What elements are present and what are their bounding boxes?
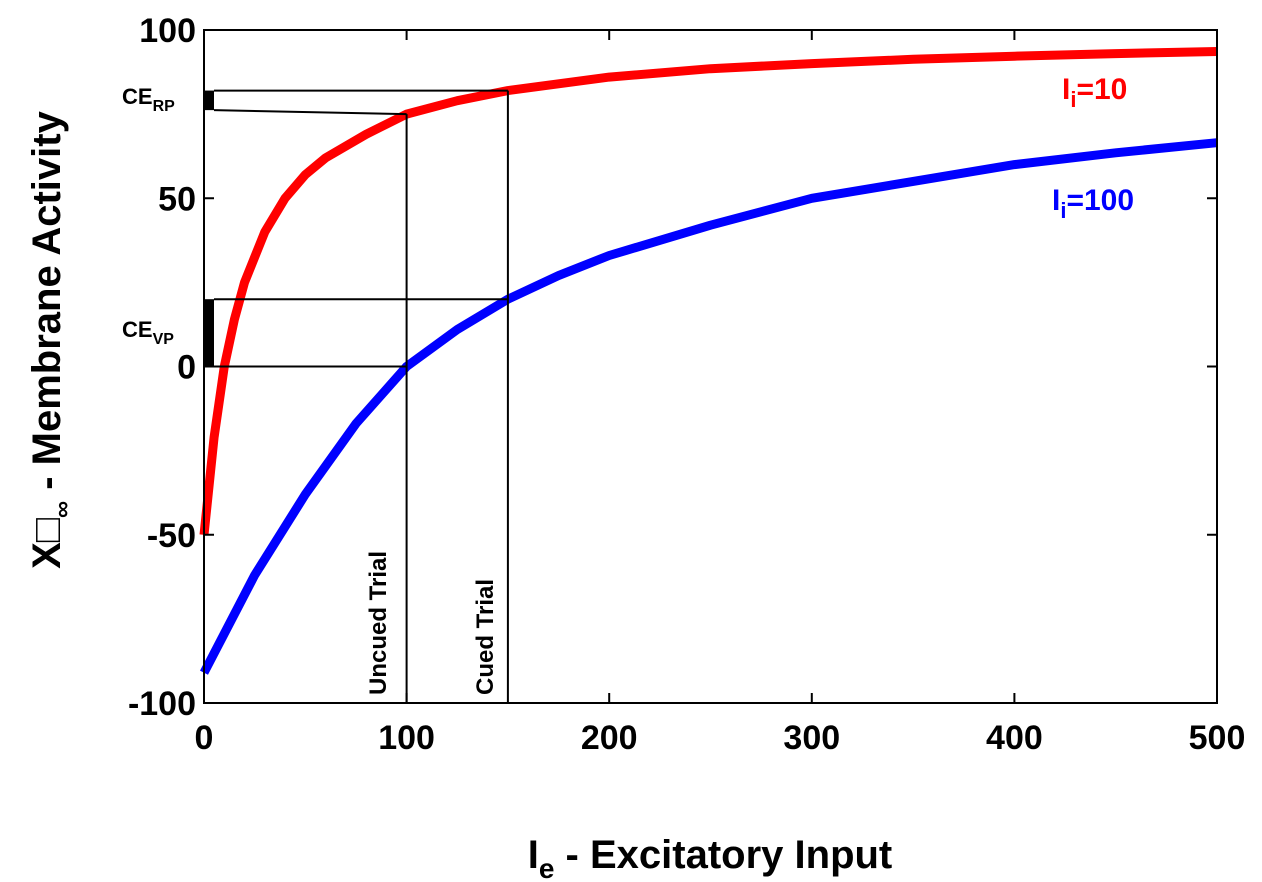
- ce-rp-label: CERP: [122, 84, 175, 115]
- x-tick-label-1: 100: [378, 719, 435, 757]
- series-label-ii-100: Ii=100: [1052, 184, 1134, 223]
- series-line-1: [200, 138, 1218, 675]
- y-tick-label-4: 100: [139, 12, 196, 50]
- x-tick-label-2: 200: [581, 719, 638, 757]
- x-tick-label-3: 300: [783, 719, 840, 757]
- x-axis-label: Ie - Excitatory Input: [528, 833, 893, 882]
- y-tick-label-1: -50: [147, 517, 196, 555]
- series-label-ii-10: Ii=10: [1062, 73, 1127, 112]
- bracket-bar-1: [204, 299, 214, 367]
- guide-label-uncued-trial: Uncued Trial: [365, 551, 392, 695]
- ce-vp-label: CEVP: [122, 317, 174, 348]
- tick-layer: 0 100 200 300 400 500 -100 -50 0 50 100: [128, 12, 1245, 757]
- bracket-bar-0: [204, 90, 214, 111]
- x-tick-label-4: 400: [986, 719, 1043, 757]
- y-tick-label-3: 50: [158, 180, 196, 218]
- y-axis-label: X□∞ - Membrane Activity: [25, 110, 76, 568]
- x-tick-label-5: 500: [1189, 719, 1246, 757]
- y-tick-label-0: -100: [128, 685, 196, 723]
- guide-layer: [204, 89, 509, 703]
- y-tick-label-2: 0: [177, 349, 196, 387]
- rp-bottom-connector: [213, 109, 407, 116]
- x-tick-label-0: 0: [195, 719, 214, 757]
- guide-label-cued-trial: Cued Trial: [472, 579, 499, 695]
